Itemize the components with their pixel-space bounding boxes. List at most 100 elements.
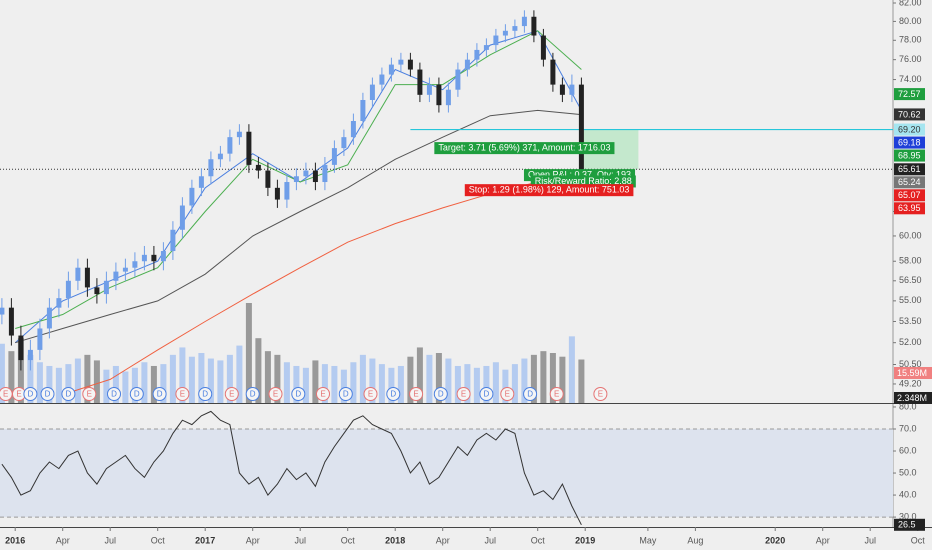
candle-body: [198, 176, 204, 188]
y-tick-label: 58.00: [899, 256, 922, 266]
y-tick-label: 60.00: [899, 230, 922, 240]
event-marker: [82, 387, 97, 401]
volume-bar: [435, 353, 442, 403]
y-tick-label: 80.00: [899, 16, 922, 26]
volume-bar: [0, 343, 5, 403]
price-badge: [894, 189, 925, 202]
y-tick-label: 78.00: [899, 35, 922, 45]
candle-body: [255, 164, 261, 171]
volume-bar: [397, 365, 404, 403]
volume-bar: [207, 358, 214, 403]
volume-bar: [578, 359, 585, 403]
candle-body: [227, 137, 233, 154]
candle-body: [179, 205, 185, 230]
event-marker: [523, 387, 538, 401]
event-marker: [291, 387, 306, 401]
price-badge: [894, 202, 925, 215]
candle-body: [398, 59, 404, 65]
volume-bar: [217, 360, 224, 403]
volume-bar: [369, 358, 376, 403]
candle-body: [312, 170, 318, 183]
candle-body: [293, 176, 299, 183]
candle-body: [122, 267, 128, 272]
volume-bar: [492, 362, 499, 403]
volume-bar: [312, 360, 319, 403]
x-tick-label: 2020: [765, 535, 785, 545]
event-marker: [40, 387, 55, 401]
volume-bar: [150, 365, 157, 403]
candle-body: [75, 267, 81, 281]
event-label: E: [598, 390, 603, 399]
event-marker: [316, 387, 330, 401]
price-badge: [894, 136, 925, 149]
x-tick-label: Jul: [484, 535, 496, 545]
event-marker: [593, 387, 608, 401]
candle-body: [113, 271, 119, 281]
rsi-tick-label: 80.0: [899, 401, 917, 411]
volume-bar: [36, 362, 43, 403]
volume-bar: [188, 356, 195, 403]
volume-bar: [293, 365, 300, 403]
volume-bar: [141, 362, 148, 403]
x-tick-label: Jul: [864, 535, 876, 545]
candle-body: [512, 26, 518, 31]
candle-body: [341, 137, 347, 149]
event-marker: [386, 387, 401, 401]
x-tick-label: Apr: [436, 535, 450, 545]
price-badge-label: 70.62: [898, 109, 921, 119]
candle-body: [407, 59, 413, 70]
rsi-band: [0, 428, 893, 518]
event-label: E: [180, 390, 185, 399]
event-marker: [409, 387, 424, 401]
candle-body: [0, 307, 5, 315]
volume-bar: [198, 353, 205, 403]
y-tick-label: 53.50: [899, 316, 922, 326]
volume-bar: [388, 367, 395, 403]
event-marker: [268, 387, 283, 401]
x-tick-label: Apr: [246, 535, 260, 545]
volume-bar: [302, 367, 309, 403]
event-label: D: [295, 390, 301, 399]
event-marker: [224, 387, 239, 401]
candle-body: [464, 59, 470, 70]
event-marker: [456, 387, 471, 401]
event-label: E: [273, 390, 278, 399]
volume-bar: [122, 371, 129, 403]
price-badge: [894, 108, 925, 121]
volume-bar: [350, 362, 357, 403]
x-tick-label: Apr: [816, 535, 830, 545]
event-label: D: [250, 390, 256, 399]
annotation-text: Stop: 1.29 (1.98%) 129, Amount: 751.03: [469, 185, 630, 195]
annotation-text: Open P&L: 0.37, Qty: 193: [528, 169, 631, 179]
candle-body: [284, 182, 290, 200]
x-tick-label: Oct: [151, 535, 166, 545]
volume-bar: [74, 358, 81, 403]
candle-body: [417, 69, 423, 95]
moving-average: [15, 30, 582, 329]
volume-bar: [407, 356, 414, 403]
candle-body: [217, 153, 223, 160]
volume-bar: [378, 364, 385, 403]
x-tick-label: 2016: [5, 535, 25, 545]
price-badge-label: 69.18: [898, 137, 921, 147]
volume-bar: [559, 356, 566, 403]
candle-body: [46, 307, 52, 329]
annotation: Stop: 1.29 (1.98%) 129, Amount: 751.03: [464, 184, 634, 197]
candle-body: [18, 335, 24, 361]
volume-bar: [416, 347, 423, 403]
event-marker: [23, 387, 38, 401]
rsi-badge-label: 26.5: [898, 520, 916, 530]
candle-body: [360, 99, 366, 121]
candle-body: [151, 254, 157, 262]
event-label: E: [461, 390, 466, 399]
volume-bar: [131, 367, 138, 403]
volume-bar: [340, 369, 347, 403]
x-tick-label: Jul: [104, 535, 116, 545]
candle-body: [236, 131, 242, 138]
candle-body: [445, 89, 451, 106]
event-marker: [433, 387, 448, 401]
event-label: E: [505, 390, 510, 399]
candle-body: [37, 328, 43, 350]
x-tick-label: Oct: [911, 535, 926, 545]
